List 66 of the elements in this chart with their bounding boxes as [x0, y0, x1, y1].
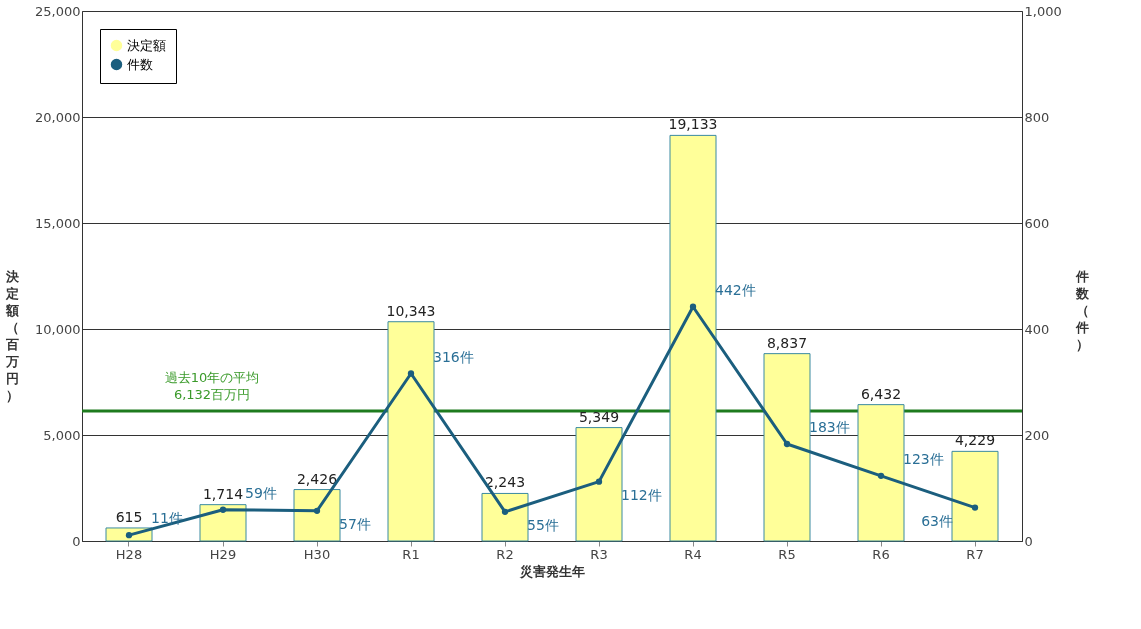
data-label: 4,229: [954, 432, 996, 449]
data-label: 55件: [527, 516, 559, 533]
x-tick-label: H28: [115, 546, 143, 562]
y-tick-label: 15,000: [35, 215, 81, 231]
legend-label: 決定額: [127, 37, 166, 53]
bar: [199, 504, 247, 542]
y-axis-title: 決定額（百万円）: [5, 268, 20, 403]
x-tick-label: R4: [684, 546, 702, 562]
x-tick-label: R1: [402, 546, 420, 562]
data-label: 59件: [245, 484, 277, 501]
y-tick-label: 5,000: [43, 427, 81, 443]
point: [219, 506, 227, 513]
bar: [951, 450, 999, 542]
bar: [293, 489, 341, 542]
y2-axis-title: 件数（件）: [1075, 268, 1090, 352]
x-tick-label: R3: [590, 546, 608, 562]
data-label: 442件: [715, 281, 756, 298]
bar: [481, 492, 529, 542]
ref-line-label: 過去10年の平均 6,132百万円: [164, 370, 260, 402]
data-label: 57件: [339, 515, 371, 532]
point: [501, 508, 509, 516]
data-label: 8,837: [766, 334, 808, 351]
x-tick-label: H29: [209, 546, 237, 562]
point: [877, 472, 885, 479]
data-label: 5,349: [578, 408, 620, 425]
data-label: 1,714: [202, 485, 244, 502]
point: [971, 504, 979, 511]
point: [407, 370, 415, 377]
bar: [669, 134, 717, 542]
y-tick-label: 25,000: [35, 3, 81, 19]
data-label: 615: [115, 508, 143, 525]
x-tick-label: R6: [872, 546, 890, 562]
data-label: 112件: [621, 486, 662, 503]
y2-tick-label: 200: [1024, 427, 1050, 443]
y-tick-label: 0: [72, 533, 81, 549]
point: [125, 532, 133, 539]
point: [783, 440, 791, 448]
x-tick-label: H30: [303, 546, 331, 562]
x-axis-title: 災害発生年: [519, 563, 585, 579]
bar: [763, 353, 811, 542]
legend-label: 件数: [127, 56, 153, 72]
data-label: 316件: [433, 348, 474, 365]
data-label: 123件: [903, 450, 944, 467]
y2-tick-label: 600: [1024, 215, 1050, 231]
data-label: 10,343: [386, 302, 436, 319]
x-tick-label: R5: [778, 546, 796, 562]
data-label: 19,133: [668, 116, 718, 133]
point: [689, 303, 697, 310]
y2-tick-label: 800: [1024, 109, 1050, 125]
y2-tick-label: 0: [1024, 533, 1033, 549]
y-tick-label: 10,000: [35, 321, 81, 337]
y2-tick-label: 400: [1024, 321, 1050, 337]
data-label: 2,243: [484, 474, 526, 491]
x-tick-label: R7: [966, 546, 984, 562]
data-label: 183件: [809, 419, 850, 436]
x-tick-label: R2: [496, 546, 514, 562]
point: [595, 478, 603, 485]
y2-tick-label: 1,000: [1024, 3, 1062, 19]
y-tick-label: 20,000: [35, 109, 81, 125]
data-label: 6,432: [860, 385, 902, 402]
point: [313, 507, 321, 514]
data-label: 2,426: [296, 470, 338, 487]
bar: [857, 404, 905, 542]
bar: [387, 321, 435, 542]
bar: [575, 427, 623, 542]
data-label: 63件: [921, 512, 953, 529]
